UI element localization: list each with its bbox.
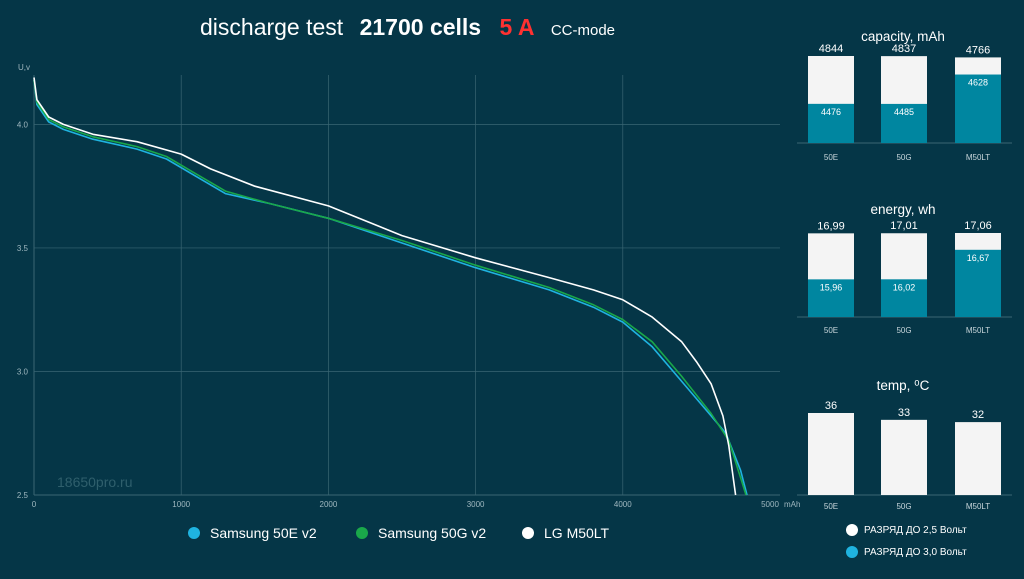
y-tick-label: 3.5 — [17, 244, 29, 253]
bar-legend-label-3-0v: РАЗРЯД ДО 3,0 Вольт — [864, 546, 967, 558]
bar-high-label: 4837 — [892, 43, 916, 55]
legend-item-samsung-50e: Samsung 50E v2 — [188, 525, 317, 541]
legend-item-lg-m50lt: LG M50LT — [522, 525, 609, 541]
category-label: M50LT — [966, 326, 990, 335]
temp-chart: temp, ⁰C 36 50E 33 50G 32 M50LT — [797, 378, 1012, 511]
x-tick-label: 1000 — [172, 500, 190, 509]
bar-high-50G — [881, 419, 927, 495]
bar-legend-dot-2-5v — [846, 524, 858, 536]
series-line-samsung-50g-v2 — [33, 79, 747, 496]
title-cells: 21700 cells — [359, 14, 482, 40]
bar-high-label: 33 — [898, 407, 910, 419]
chart-title: discharge test 21700 cells 5 A CC-mode — [200, 14, 615, 41]
capacity-chart: capacity, mAh 4844 4476 50E 4837 4485 50G 4766 4… — [797, 29, 1012, 162]
series-line-lg-m50lt — [33, 77, 737, 496]
legend-label-50e: Samsung 50E v2 — [210, 525, 317, 541]
category-label: 50G — [896, 153, 911, 162]
category-label: 50G — [896, 502, 911, 511]
legend-dot-50g — [356, 527, 368, 539]
y-tick-label: 4.0 — [17, 120, 29, 129]
bar-low-50G — [881, 279, 927, 317]
capacity-chart-title: capacity, mAh — [861, 29, 945, 44]
bar-low-label: 15,96 — [820, 282, 843, 292]
title-mode: CC-mode — [550, 22, 616, 39]
category-label: M50LT — [966, 153, 990, 162]
bar-low-50E — [808, 103, 854, 143]
x-tick-label: 4000 — [614, 500, 632, 509]
legend-label-m50lt: LG M50LT — [544, 525, 610, 541]
series-line-samsung-50e-v2 — [33, 79, 748, 496]
watermark: 18650pro.ru — [57, 474, 133, 490]
x-tick-label: 2000 — [320, 500, 338, 509]
category-label: 50E — [824, 153, 838, 162]
x-tick-label: 0 — [32, 500, 37, 509]
category-label: 50G — [896, 326, 911, 335]
bar-legend-dot-3-0v — [846, 546, 858, 558]
energy-chart: energy, wh 16,99 15,96 50E 17,01 16,02 50G 17,0… — [797, 202, 1012, 335]
bar-high-50E — [808, 413, 854, 495]
legend-label-50g: Samsung 50G v2 — [378, 525, 487, 541]
x-axis-label: mAh — [784, 500, 800, 509]
bar-low-label: 4628 — [968, 78, 988, 88]
bar-low-label: 16,02 — [893, 282, 916, 292]
bar-legend-label-2-5v: РАЗРЯД ДО 2,5 Вольт — [864, 524, 967, 536]
category-label: 50E — [824, 502, 838, 511]
title-current: 5 A — [499, 14, 535, 40]
bar-high-label: 17,01 — [890, 220, 918, 232]
bar-low-50G — [881, 103, 927, 143]
y-tick-label: 2.5 — [17, 491, 29, 500]
legend-dot-m50lt — [522, 527, 534, 539]
x-tick-label: 5000 — [761, 500, 779, 509]
energy-chart-title: energy, wh — [870, 202, 935, 217]
category-label: M50LT — [966, 502, 990, 511]
x-tick-label: 3000 — [467, 500, 485, 509]
bar-legend-item-2-5v: РАЗРЯД ДО 2,5 Вольт — [846, 524, 967, 536]
bar-high-label: 36 — [825, 400, 837, 412]
bar-high-label: 4766 — [966, 44, 990, 56]
bar-high-label: 17,06 — [964, 220, 992, 232]
title-main: discharge test — [200, 14, 344, 40]
bar-low-label: 4485 — [894, 107, 914, 117]
bar-low-M50LT — [955, 74, 1001, 143]
category-label: 50E — [824, 326, 838, 335]
bar-low-label: 16,67 — [967, 253, 990, 263]
bar-low-label: 4476 — [821, 107, 841, 117]
y-axis-label: U,v — [18, 63, 30, 72]
y-tick-label: 3.0 — [17, 367, 29, 376]
bar-high-label: 32 — [972, 409, 984, 421]
bar-high-label: 16,99 — [817, 220, 845, 232]
bar-low-M50LT — [955, 249, 1001, 317]
bar-low-50E — [808, 279, 854, 317]
legend-dot-50e — [188, 527, 200, 539]
temp-chart-title: temp, ⁰C — [877, 378, 930, 393]
bar-legend-item-3-0v: РАЗРЯД ДО 3,0 Вольт — [846, 546, 967, 558]
legend-item-samsung-50g: Samsung 50G v2 — [356, 525, 486, 541]
bar-high-M50LT — [955, 422, 1001, 495]
bar-high-label: 4844 — [819, 43, 843, 55]
